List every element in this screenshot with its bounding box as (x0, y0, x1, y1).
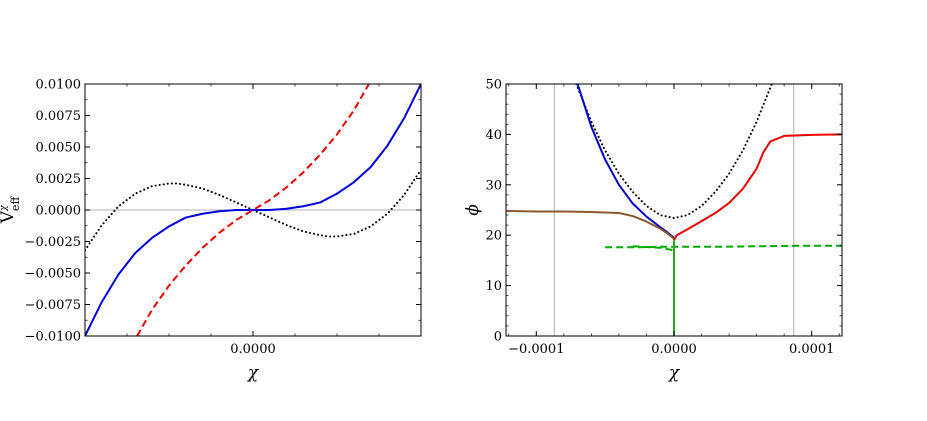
y-tick-label: 0.0075 (36, 109, 82, 124)
series-line-2 (136, 84, 370, 336)
y-axis-label-sub: eff (9, 196, 22, 212)
chart-left: −0.0100 −0.0075 −0.0050 −0.0025 0.0000 0.0025… (0, 78, 422, 383)
y-tick-label: −0.0025 (25, 235, 81, 250)
y-tick-label: 40 (485, 128, 502, 143)
y-axis-label: Veffχ (0, 196, 22, 225)
y-tick-label: −0.0075 (25, 298, 81, 313)
y-axis-label: ϕ (463, 204, 483, 216)
series-line-0 (575, 84, 773, 220)
y-tick-label: 0.0025 (36, 172, 82, 187)
series-line-5 (632, 245, 675, 253)
y-axis-label-sup: χ (0, 205, 9, 212)
y-tick-label: 50 (485, 78, 502, 93)
y-axis-label-main: V (0, 210, 18, 224)
series-line-3 (673, 133, 842, 241)
plot-area (506, 84, 842, 336)
y-tick-label: −0.0050 (25, 267, 81, 282)
y-tick-label: 20 (485, 229, 502, 244)
chart-right: 0 10 20 30 40 50 −0.0001 0.0000 0.0001 χ ϕ (463, 78, 843, 383)
x-tick-label: 0.0000 (651, 342, 697, 357)
series-line-2 (506, 210, 675, 240)
y-tick-label: 0 (494, 330, 502, 345)
plot-area (85, 84, 421, 336)
y-tick-label: 30 (485, 178, 502, 193)
y-tick-label: −0.0100 (25, 330, 81, 345)
x-tick-label: −0.0001 (508, 342, 564, 357)
y-tick-label: 0.0100 (36, 78, 82, 93)
y-tick-label: 0.0000 (36, 204, 82, 219)
x-tick-label: 0.0001 (789, 342, 835, 357)
x-axis-label: χ (247, 363, 260, 383)
x-tick-label: 0.0000 (230, 342, 276, 357)
series-line-1 (85, 84, 421, 336)
x-axis-label: χ (668, 363, 681, 383)
y-tick-label: 0.0050 (36, 141, 82, 156)
series-line-4 (605, 244, 842, 249)
y-tick-label: 10 (485, 279, 502, 294)
